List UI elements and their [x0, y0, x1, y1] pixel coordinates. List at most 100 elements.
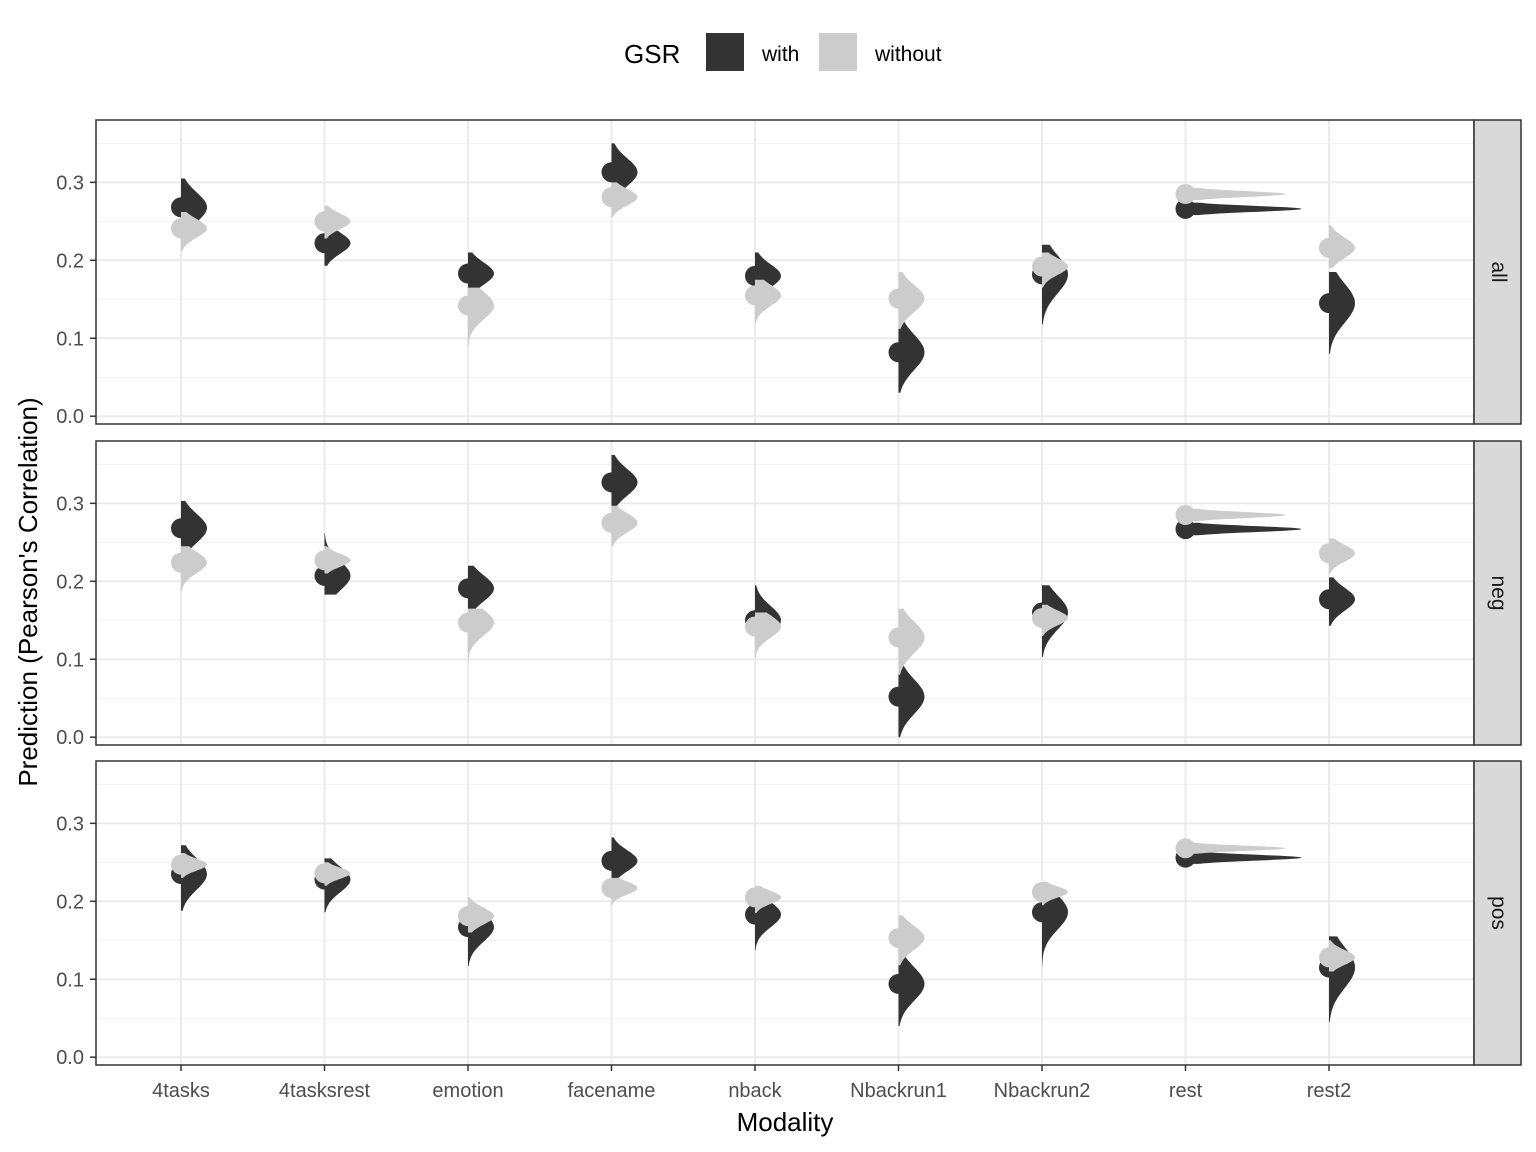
y-tick-label: 0.2	[56, 571, 84, 593]
mean-point-without-4tasks	[171, 552, 191, 573]
y-tick-label: 0.1	[56, 969, 84, 991]
y-tick-label: 0.1	[56, 328, 84, 350]
mean-point-without-4tasksrest	[314, 550, 335, 571]
mean-point-without-rest	[1175, 505, 1196, 526]
legend-key-without	[819, 33, 857, 71]
mean-point-with-facename	[601, 850, 622, 871]
violin-with-rest	[1185, 522, 1302, 536]
violin-with-facename	[611, 455, 638, 512]
violin-with-emotion	[468, 252, 494, 300]
mean-point-without-rest2	[1319, 543, 1339, 564]
mean-point-with-rest2	[1319, 293, 1339, 314]
mean-point-with-4tasksrest	[314, 233, 335, 254]
y-tick-label: 0.1	[56, 649, 84, 671]
mean-point-with-4tasks	[171, 518, 191, 539]
panel-background	[96, 120, 1474, 424]
y-tick-label: 0.2	[56, 250, 84, 272]
facet-strip-label: pos	[1487, 896, 1510, 930]
x-tick-label: Nbackrun2	[994, 1080, 1091, 1102]
facet-panel-neg: 0.0 0.1 0.2 0.3 neg	[56, 440, 1522, 749]
facet-strip	[1473, 440, 1522, 746]
mean-point-with-rest	[1175, 519, 1196, 540]
x-tick-label: rest	[1169, 1080, 1203, 1102]
x-tick-label: nback	[728, 1080, 782, 1102]
violin-with-facename	[611, 837, 638, 882]
x-tick-label: emotion	[432, 1080, 503, 1102]
violin-with-rest2	[1329, 272, 1355, 354]
legend-key-with	[706, 33, 744, 71]
mean-point-with-rest	[1175, 198, 1196, 219]
mean-point-with-facename	[601, 162, 622, 183]
x-axis: 4tasks 4tasksrest emotion facename nback Nbac…	[152, 1065, 1351, 1102]
x-tick-label: rest2	[1307, 1080, 1351, 1102]
violin-without-rest	[1185, 187, 1286, 201]
mean-point-without-facename	[601, 187, 622, 208]
mean-point-without-4tasks	[171, 218, 191, 239]
mean-point-without-Nbackrun1	[888, 927, 909, 948]
y-tick-label: 0.3	[56, 813, 84, 835]
y-tick-label: 0.2	[56, 891, 84, 913]
y-tick-label: 0.0	[56, 727, 84, 749]
violin-without-Nbackrun1	[898, 272, 925, 329]
mean-point-without-Nbackrun1	[888, 288, 909, 309]
legend-label-with: with	[761, 43, 799, 66]
facet-strip	[1473, 760, 1522, 1066]
mean-point-without-Nbackrun1	[888, 627, 909, 648]
mean-point-without-4tasksrest	[314, 863, 335, 884]
mean-point-with-emotion	[458, 578, 478, 599]
panel-background	[96, 441, 1474, 745]
violin-with-Nbackrun1	[898, 955, 925, 1026]
mean-point-without-rest2	[1319, 947, 1339, 968]
facet-panel-all: 0.0 0.1 0.2 0.3 all	[56, 119, 1522, 428]
violin-without-rest	[1185, 842, 1286, 854]
mean-point-without-4tasks	[171, 854, 191, 875]
y-tick-label: 0.3	[56, 172, 84, 194]
facet-strip-label: neg	[1487, 575, 1510, 610]
mean-point-with-Nbackrun1	[888, 686, 909, 707]
mean-point-without-emotion	[458, 295, 478, 316]
violin-with-rest	[1185, 202, 1302, 216]
violin-without-rest2	[1329, 225, 1355, 269]
mean-point-with-nback	[745, 904, 765, 925]
mean-point-without-emotion	[458, 612, 478, 633]
y-tick-label: 0.0	[56, 406, 84, 428]
mean-point-without-nback	[745, 616, 765, 637]
x-tick-label: 4tasksrest	[279, 1080, 371, 1102]
mean-point-without-emotion	[458, 906, 478, 927]
legend-title: GSR	[624, 39, 680, 69]
mean-point-without-rest	[1175, 838, 1196, 859]
mean-point-without-facename	[601, 878, 622, 899]
y-tick-label: 0.0	[56, 1047, 84, 1069]
mean-point-without-4tasksrest	[314, 211, 335, 232]
violin-with-Nbackrun1	[898, 664, 925, 738]
mean-point-without-rest	[1175, 184, 1196, 205]
x-axis-title: Modality	[737, 1107, 834, 1137]
violin-with-Nbackrun1	[898, 318, 925, 393]
mean-point-without-nback	[745, 887, 765, 908]
mean-point-without-facename	[601, 512, 622, 533]
mean-point-without-Nbackrun2	[1032, 256, 1052, 277]
violin-without-Nbackrun1	[898, 608, 925, 675]
mean-point-with-facename	[601, 472, 622, 493]
x-tick-label: 4tasks	[152, 1080, 210, 1102]
violin-without-emotion	[468, 897, 494, 933]
mean-point-with-Nbackrun1	[888, 342, 909, 363]
facet-panels: 0.00.10.20.3all0.00.10.20.3neg0.00.10.20…	[56, 119, 1522, 1069]
mean-point-without-Nbackrun2	[1032, 881, 1052, 902]
mean-point-with-rest2	[1319, 589, 1339, 610]
violin-without-Nbackrun1	[898, 915, 925, 966]
x-tick-label: facename	[568, 1080, 656, 1102]
legend-label-without: without	[874, 43, 942, 66]
panel-background	[96, 761, 1474, 1065]
mean-point-without-nback	[745, 285, 765, 306]
violin-with-rest2	[1329, 577, 1355, 626]
y-axis-title: Prediction (Pearson's Correlation)	[13, 397, 43, 786]
mean-point-without-rest2	[1319, 237, 1339, 258]
x-tick-label: Nbackrun1	[850, 1080, 947, 1102]
violin-without-rest	[1185, 508, 1286, 522]
mean-point-without-Nbackrun2	[1032, 607, 1052, 628]
y-tick-label: 0.3	[56, 493, 84, 515]
mean-point-with-emotion	[458, 263, 478, 284]
facet-panel-pos: 0.0 0.1 0.2 0.3 pos	[56, 760, 1522, 1069]
